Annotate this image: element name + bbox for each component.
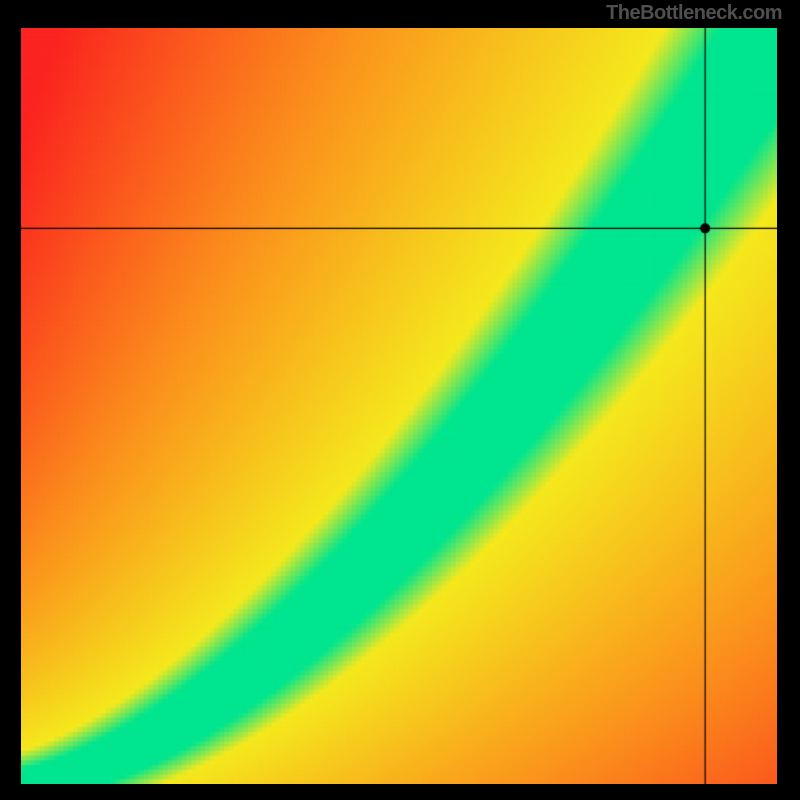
chart-stage: TheBottleneck.com — [0, 0, 800, 800]
attribution-text: TheBottleneck.com — [606, 2, 782, 25]
bottleneck-heatmap — [21, 28, 777, 784]
